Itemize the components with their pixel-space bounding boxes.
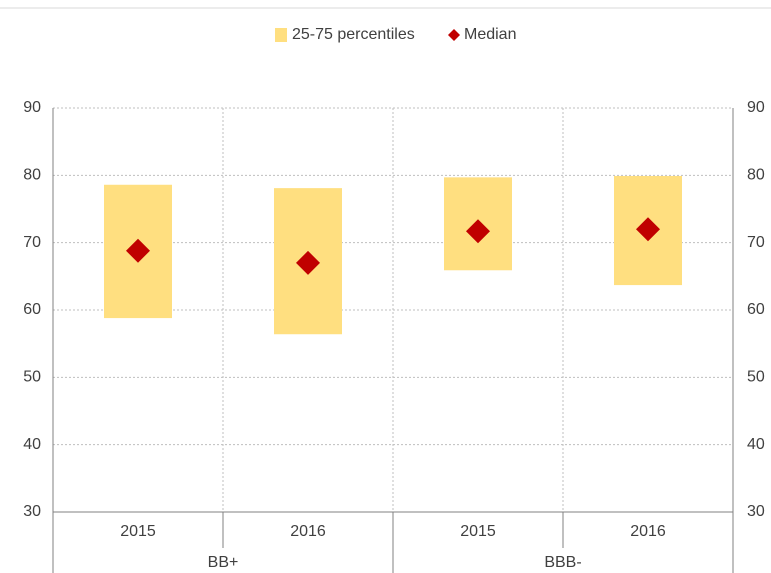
y-tick-label: 40: [23, 436, 41, 453]
legend-swatch: [275, 28, 287, 42]
group-label: BB+: [208, 554, 239, 571]
y-tick-label: 80: [23, 167, 41, 184]
y2-tick-label: 70: [747, 234, 765, 251]
x-tick-label: 2015: [120, 523, 156, 540]
x-tick-label: 2015: [460, 523, 496, 540]
median-marker: [466, 219, 490, 244]
y-tick-label: 50: [23, 369, 41, 386]
y2-tick-label: 40: [747, 436, 765, 453]
x-tick-label: 2016: [290, 523, 326, 540]
legend-label: 25-75 percentiles: [292, 26, 415, 43]
median-marker: [636, 217, 660, 242]
y2-tick-label: 90: [747, 99, 765, 116]
y-tick-label: 60: [23, 301, 41, 318]
y-tick-label: 70: [23, 234, 41, 251]
median-marker: [126, 238, 150, 263]
legend-marker: [448, 29, 460, 41]
group-label: BBB-: [544, 554, 581, 571]
y2-tick-label: 60: [747, 301, 765, 318]
median-marker: [296, 250, 320, 275]
legend-label: Median: [464, 26, 516, 43]
y2-tick-label: 30: [747, 503, 765, 520]
y2-tick-label: 80: [747, 167, 765, 184]
y-tick-label: 90: [23, 99, 41, 116]
x-tick-label: 2016: [630, 523, 666, 540]
y2-tick-label: 50: [747, 369, 765, 386]
y-tick-label: 30: [23, 503, 41, 520]
